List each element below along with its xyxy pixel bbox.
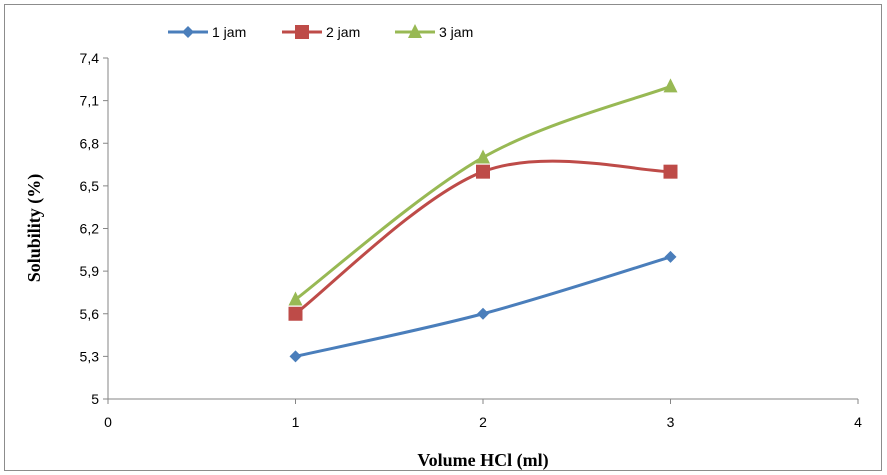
legend-marker <box>408 24 422 38</box>
y-tick-label: 6,5 <box>80 178 100 194</box>
legend-label: 3 jam <box>439 24 473 40</box>
y-tick-label: 7,1 <box>80 93 100 109</box>
data-point-series-3 <box>663 78 678 93</box>
legend-marker <box>295 25 309 39</box>
legend-label: 1 jam <box>212 24 246 40</box>
data-point-series-3 <box>476 149 490 164</box>
legend-item-2: 2 jam <box>282 24 360 40</box>
legend-marker <box>182 26 194 38</box>
x-tick-label: 3 <box>667 414 675 430</box>
y-tick-label: 5 <box>91 391 99 407</box>
legend-item-1: 1 jam <box>168 24 246 40</box>
series-line-2 <box>294 159 671 315</box>
x-tick-label: 4 <box>854 414 862 430</box>
data-point-series-2 <box>288 306 303 321</box>
data-point-series-1 <box>664 250 677 263</box>
y-tick-label: 5,9 <box>80 263 100 279</box>
x-tick-label: 2 <box>479 414 487 430</box>
data-point-series-1 <box>477 307 489 320</box>
y-tick-label: 6,2 <box>80 221 100 237</box>
legend-item-3: 3 jam <box>395 24 473 40</box>
x-axis-title: Volume HCl (ml) <box>417 450 548 471</box>
y-axis-title: Solubility (%) <box>24 174 45 283</box>
y-tick-label: 6,8 <box>80 135 100 151</box>
axes <box>107 58 858 400</box>
legend-label: 2 jam <box>326 24 360 40</box>
y-tick-label: 5,6 <box>80 306 100 322</box>
y-tick-label: 5,3 <box>80 348 100 364</box>
x-ticks: 0 1 2 3 4 <box>104 399 862 430</box>
series-markers <box>288 78 678 363</box>
chart-frame <box>4 4 882 471</box>
data-point-series-2 <box>476 164 490 179</box>
legend: 1 jam 2 jam 3 jam <box>168 24 473 40</box>
data-point-series-3 <box>288 291 303 306</box>
x-tick-label: 0 <box>104 414 112 430</box>
series-line-3 <box>294 85 672 301</box>
y-ticks: 5 5,3 5,6 5,9 6,2 6,5 6,8 7,1 7,4 <box>80 50 108 407</box>
x-tick-label: 1 <box>292 414 300 430</box>
data-point-series-2 <box>663 164 678 179</box>
data-point-series-1 <box>289 350 302 363</box>
series-line-1 <box>295 255 671 358</box>
y-tick-label: 7,4 <box>80 50 100 66</box>
